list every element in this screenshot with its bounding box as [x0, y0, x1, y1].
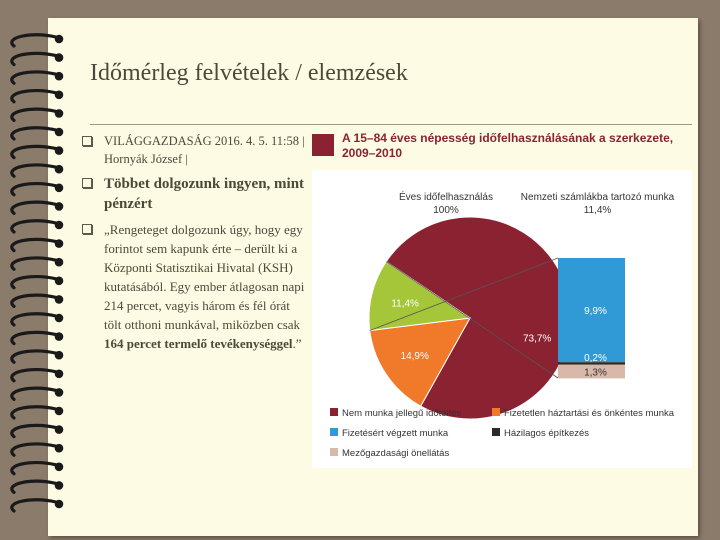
spiral-binding	[10, 33, 64, 513]
legend-label: Mezőgazdasági önellátás	[342, 448, 449, 459]
title-divider	[90, 124, 692, 125]
chart-svg: Éves időfelhasználás 100% 73,7% 14,9% 11,4% N…	[330, 190, 675, 459]
spiral-coil	[10, 312, 58, 327]
spiral-coil	[10, 386, 58, 401]
spiral-coil	[10, 107, 58, 122]
spiral-hole	[54, 350, 64, 360]
connector-line	[369, 257, 559, 331]
connector-line	[385, 261, 559, 379]
pie-total-label: 100%	[433, 205, 459, 216]
spiral-coil	[10, 237, 58, 253]
spiral-coil	[10, 460, 58, 476]
spiral-hole	[54, 499, 64, 509]
pie-slice-label: 14,9%	[401, 351, 429, 362]
bar-segment-label: 9,9%	[584, 306, 607, 317]
spiral-hole	[54, 90, 64, 100]
spiral-coil	[10, 349, 58, 364]
spiral-hole	[54, 443, 64, 453]
slide-title: Időmérleg felvételek / elemzések	[90, 60, 408, 86]
bullet-list: VILÁGGAZDASÁG 2016. 4. 5. 11:58 | Hornyá…	[82, 132, 310, 353]
spiral-coil	[10, 33, 58, 48]
spiral-hole	[54, 462, 64, 472]
spiral-hole	[54, 71, 64, 81]
bullet-square-icon	[82, 178, 92, 188]
legend-swatch	[330, 428, 338, 436]
spiral-hole	[54, 34, 64, 44]
bullet-headline: Többet dolgozunk ingyen, mint pénzért	[82, 174, 310, 214]
bar-heading: Nemzeti számlákba tartozó munka	[521, 192, 675, 203]
bar-segment-label: 0,2%	[584, 353, 607, 364]
legend-label: Fizetetlen háztartási és önkéntes munka	[504, 408, 675, 419]
spiral-hole	[54, 146, 64, 155]
spiral-hole	[54, 239, 64, 248]
spiral-hole	[54, 257, 64, 267]
bullet-headline-text: Többet dolgozunk ingyen, mint pénzért	[104, 176, 305, 212]
spiral-coil	[10, 479, 58, 494]
spiral-hole	[54, 406, 64, 416]
spiral-hole	[54, 313, 64, 323]
spiral-coil	[10, 498, 58, 513]
legend-swatch	[492, 408, 500, 416]
legend-label: Nem munka jellegű időtöltés	[342, 408, 462, 419]
spiral-coil	[10, 423, 58, 439]
spiral-coil	[10, 256, 58, 271]
spiral-hole	[54, 295, 64, 304]
legend-label: Fizetésért végzett munka	[342, 428, 449, 439]
bar-segment	[558, 258, 625, 363]
spiral-hole	[54, 276, 64, 286]
chart-title: A 15–84 éves népesség időfelhasználásána…	[342, 131, 674, 160]
spiral-coil	[10, 181, 58, 197]
legend-swatch	[492, 428, 500, 436]
pie-slice	[368, 260, 472, 332]
spiral-coil	[10, 293, 58, 308]
spiral-coil	[10, 51, 58, 67]
bullet-quote-end: .”	[292, 336, 302, 351]
spiral-hole	[54, 202, 64, 211]
spiral-coil	[10, 163, 58, 178]
bullet-quote-emphasis: 164 percet termelő tevékenységgel	[104, 336, 293, 351]
spiral-coil	[10, 219, 58, 234]
chart-header: A 15–84 éves népesség időfelhasználásána…	[312, 130, 692, 166]
spiral-hole	[54, 220, 64, 230]
spiral-coil	[10, 70, 58, 85]
spiral-coil	[10, 126, 58, 141]
spiral-hole	[54, 332, 64, 341]
spiral-hole	[54, 164, 64, 174]
spiral-hole	[54, 183, 64, 193]
bullet-source-text: VILÁGGAZDASÁG 2016. 4. 5. 11:58 | Hornyá…	[104, 134, 305, 166]
pie-heading: Éves időfelhasználás	[399, 190, 493, 203]
spiral-coil	[10, 330, 58, 346]
bullet-source: VILÁGGAZDASÁG 2016. 4. 5. 11:58 | Hornyá…	[82, 132, 310, 168]
spiral-coil	[10, 442, 58, 457]
bullet-square-icon	[82, 224, 92, 234]
bar-segment	[558, 364, 625, 379]
spiral-hole	[54, 369, 64, 379]
spiral-coil	[10, 367, 58, 383]
spiral-coil	[10, 88, 58, 104]
spiral-coil	[10, 274, 58, 290]
pie-slice-label: 73,7%	[523, 334, 551, 345]
legend-swatch	[330, 408, 338, 416]
bullet-square-icon	[82, 136, 92, 146]
chart-title-swatch	[312, 134, 334, 156]
bullet-quote: „Rengeteget dolgozunk úgy, hogy egy fori…	[82, 220, 310, 353]
bar-segment-label: 1,3%	[584, 368, 607, 379]
spiral-hole	[54, 109, 64, 118]
chart-area: Éves időfelhasználás 100% 73,7% 14,9% 11,4% N…	[312, 170, 692, 468]
legend-label: Házilagos építkezés	[504, 428, 589, 439]
pie-slice	[369, 317, 471, 407]
spiral-hole	[54, 481, 64, 490]
legend-swatch	[330, 448, 338, 456]
spiral-coil	[10, 144, 58, 160]
spiral-hole	[54, 425, 64, 434]
spiral-coil	[10, 405, 58, 420]
spiral-hole	[54, 127, 64, 137]
spiral-hole	[54, 388, 64, 397]
bar-total-label: 11,4%	[584, 205, 612, 216]
pie-slice-label: 11,4%	[391, 299, 419, 310]
spiral-coil	[10, 200, 58, 215]
spiral-hole	[54, 53, 64, 62]
bar-segment	[558, 362, 625, 365]
bullet-quote-text: „Rengeteget dolgozunk úgy, hogy egy fori…	[104, 222, 305, 332]
